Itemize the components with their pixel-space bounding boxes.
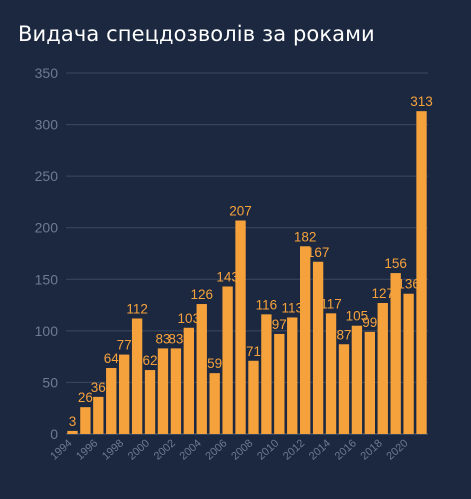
data-label: 83 [168, 331, 183, 346]
data-label: 87 [336, 327, 351, 342]
data-label: 26 [78, 390, 93, 405]
bar [157, 348, 169, 434]
data-label: 105 [346, 309, 369, 324]
y-tick-label: 150 [35, 271, 59, 287]
chart-title: Видача спецдозволів за роками [18, 22, 375, 46]
data-label: 83 [155, 331, 170, 346]
data-label: 182 [294, 229, 317, 244]
data-label: 167 [307, 245, 330, 260]
bar [338, 344, 350, 434]
data-label: 59 [207, 356, 222, 371]
x-tick-label: 1998 [100, 437, 126, 462]
x-tick-label: 2016 [333, 437, 359, 462]
bar [144, 370, 156, 434]
data-label: 116 [256, 297, 278, 312]
data-label: 127 [371, 286, 394, 301]
bar [325, 313, 337, 434]
data-label: 62 [143, 353, 158, 368]
x-tick-label: 2000 [126, 437, 152, 462]
bar [312, 261, 324, 434]
bars [67, 111, 427, 435]
bar [183, 327, 194, 434]
data-label: 126 [190, 287, 213, 302]
x-tick-label: 2014 [307, 437, 333, 462]
bar [248, 360, 259, 434]
data-label: 64 [104, 351, 120, 366]
bar [222, 286, 233, 434]
y-tick-label: 300 [35, 117, 59, 133]
bar [274, 333, 285, 434]
x-tick-label: 2020 [384, 437, 410, 462]
bar [351, 325, 363, 434]
y-tick-label: 50 [42, 374, 58, 390]
bar [235, 220, 246, 434]
data-label: 143 [216, 270, 239, 285]
bar [377, 303, 388, 434]
bar [196, 304, 207, 434]
data-label: 103 [178, 311, 201, 326]
data-label: 313 [410, 94, 433, 109]
y-tick-label: 350 [35, 65, 59, 81]
y-tick-label: 200 [35, 220, 59, 236]
bar [119, 354, 130, 434]
bar [93, 396, 104, 434]
bar [67, 430, 78, 434]
bar [390, 273, 401, 434]
bar [416, 111, 427, 435]
bar [403, 293, 414, 434]
data-label: 207 [229, 203, 252, 218]
data-label: 112 [126, 301, 148, 316]
x-tick-label: 2004 [178, 437, 204, 462]
x-tick-label: 1996 [74, 437, 100, 462]
data-label: 136 [397, 277, 420, 292]
data-label: 113 [281, 300, 303, 315]
bar [261, 314, 272, 434]
data-label: 99 [362, 315, 377, 330]
x-tick-label: 2002 [152, 437, 178, 462]
bar [106, 367, 117, 434]
data-label: 77 [117, 338, 132, 353]
y-tick-label: 250 [35, 168, 59, 184]
bar [364, 331, 375, 434]
data-label: 117 [320, 296, 342, 311]
data-label: 3 [69, 414, 77, 429]
y-axis-ticks: 0 50 100 150 200 250 300 350 [35, 65, 59, 442]
x-tick-label: 2018 [359, 437, 385, 462]
x-tick-label: 2008 [229, 437, 255, 462]
data-label: 97 [272, 317, 287, 332]
x-tick-label: 2010 [255, 437, 281, 462]
bar [287, 317, 298, 434]
data-label: 156 [384, 256, 407, 271]
bar [131, 318, 143, 434]
bar [170, 348, 182, 434]
x-tick-label: 2006 [203, 437, 229, 462]
x-axis-ticks: 1994 1996 1998 2000 2002 2004 2006 2008 2010 2012… [48, 437, 410, 462]
data-label: 36 [91, 380, 106, 395]
data-label: 71 [246, 344, 261, 359]
y-tick-label: 0 [50, 426, 58, 442]
y-tick-label: 100 [35, 323, 59, 339]
bar [209, 373, 220, 434]
bar [80, 407, 91, 434]
x-tick-label: 2012 [281, 437, 307, 462]
bar [300, 246, 311, 434]
